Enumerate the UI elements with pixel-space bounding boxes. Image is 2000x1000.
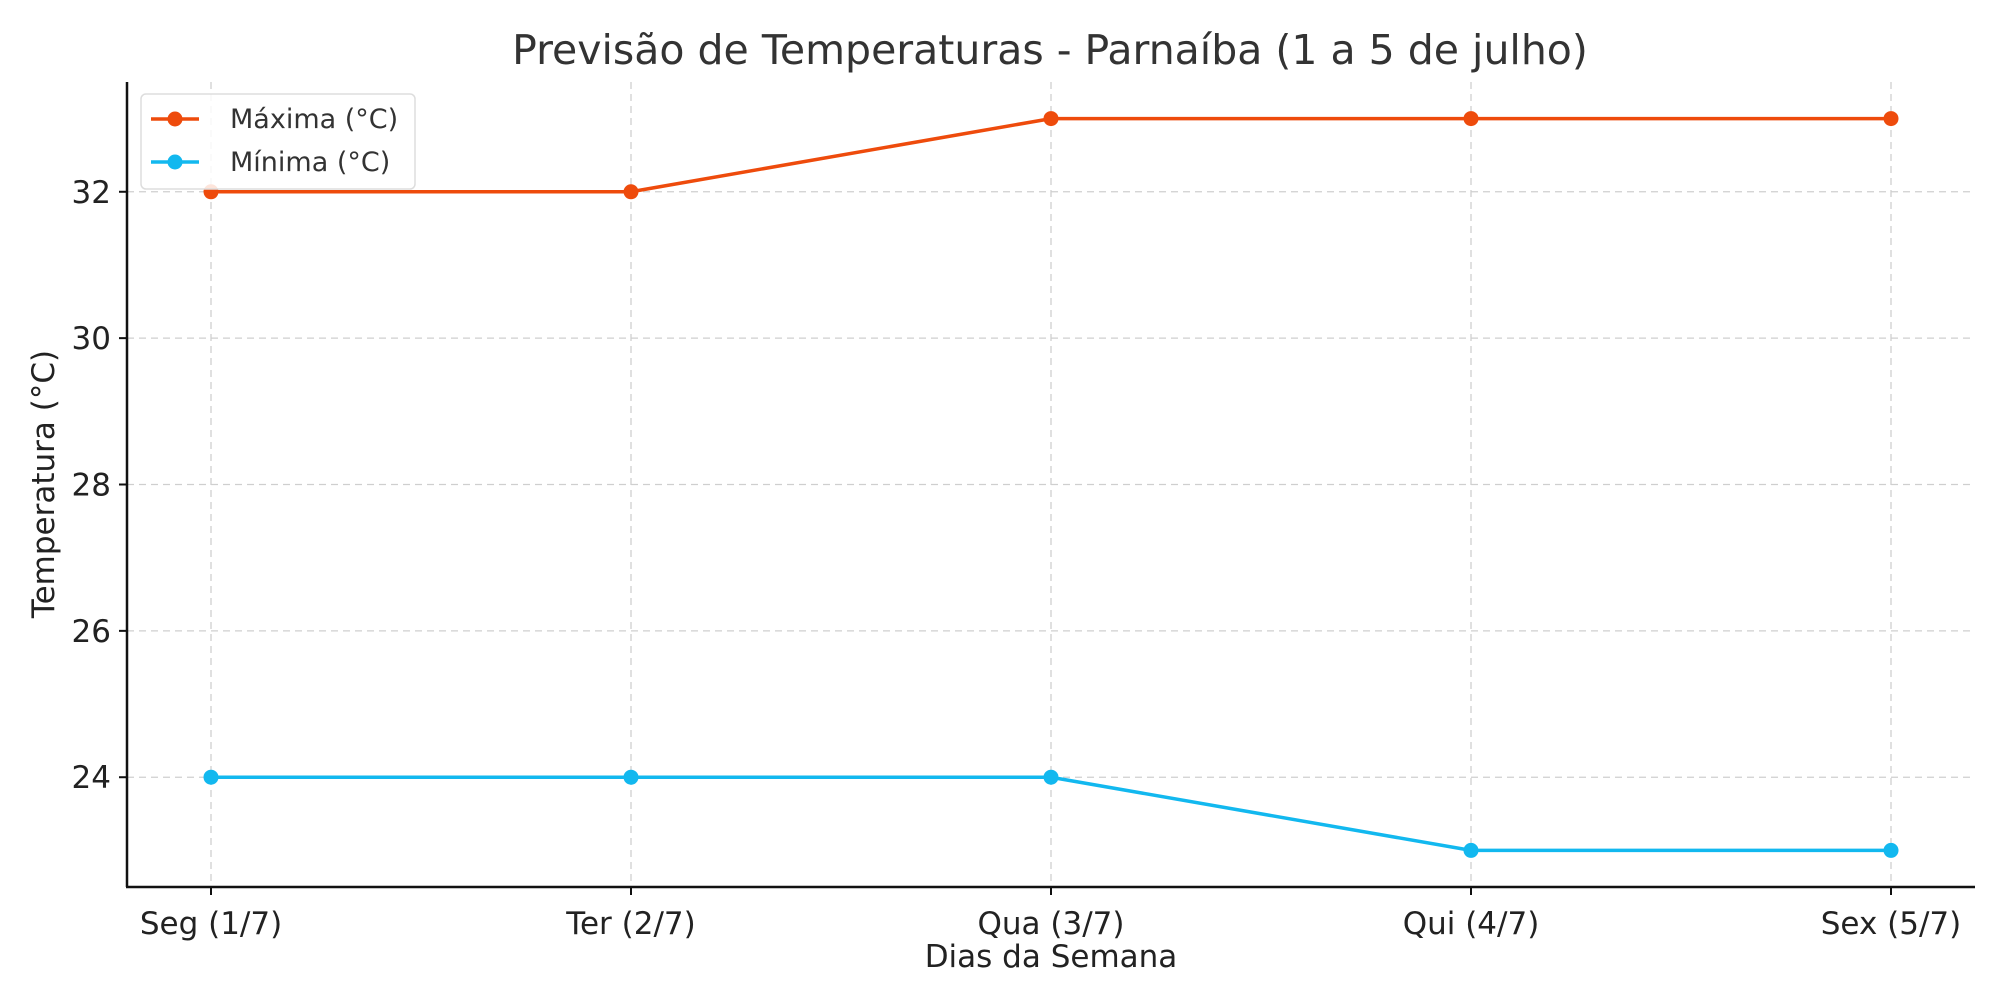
data-point bbox=[1043, 769, 1059, 785]
data-series bbox=[203, 111, 1899, 858]
x-tick-label: Qui (4/7) bbox=[1403, 906, 1540, 942]
y-axis-label: Temperatura (°C) bbox=[26, 350, 62, 619]
x-axis-label: Dias da Semana bbox=[925, 939, 1178, 975]
x-tick-label: Qua (3/7) bbox=[978, 906, 1125, 942]
data-point bbox=[1883, 111, 1899, 127]
grid-lines bbox=[127, 82, 1975, 887]
legend-label: Mínima (°C) bbox=[230, 147, 390, 178]
x-tick-label: Sex (5/7) bbox=[1821, 906, 1961, 942]
x-tick-label: Ter (2/7) bbox=[565, 906, 695, 942]
data-point bbox=[1043, 111, 1059, 127]
legend-box bbox=[140, 93, 416, 190]
data-point bbox=[1883, 842, 1899, 858]
data-point bbox=[1463, 111, 1479, 127]
y-tick-label: 28 bbox=[72, 468, 111, 504]
chart-title: Previsão de Temperaturas - Parnaíba (1 a… bbox=[512, 26, 1588, 74]
series-2 bbox=[203, 769, 1899, 858]
axis-ticks: Seg (1/7) Ter (2/7) Qua (3/7) Qui (4/7) Sex … bbox=[72, 175, 1962, 942]
y-tick-label: 30 bbox=[72, 321, 111, 357]
legend-item: Mínima (°C) bbox=[151, 147, 390, 178]
legend-label: Máxima (°C) bbox=[230, 104, 398, 135]
legend-marker bbox=[167, 111, 183, 127]
legend-item: Máxima (°C) bbox=[151, 104, 398, 135]
data-point bbox=[623, 184, 639, 200]
x-tick-label: Seg (1/7) bbox=[140, 906, 282, 942]
y-tick-label: 32 bbox=[72, 175, 111, 211]
data-point bbox=[1463, 842, 1479, 858]
data-point bbox=[203, 769, 219, 785]
legend: Máxima (°C) Mínima (°C) bbox=[140, 93, 416, 190]
legend-marker bbox=[167, 154, 183, 170]
y-tick-label: 26 bbox=[72, 614, 111, 650]
y-tick-label: 24 bbox=[72, 760, 111, 796]
data-point bbox=[623, 769, 639, 785]
